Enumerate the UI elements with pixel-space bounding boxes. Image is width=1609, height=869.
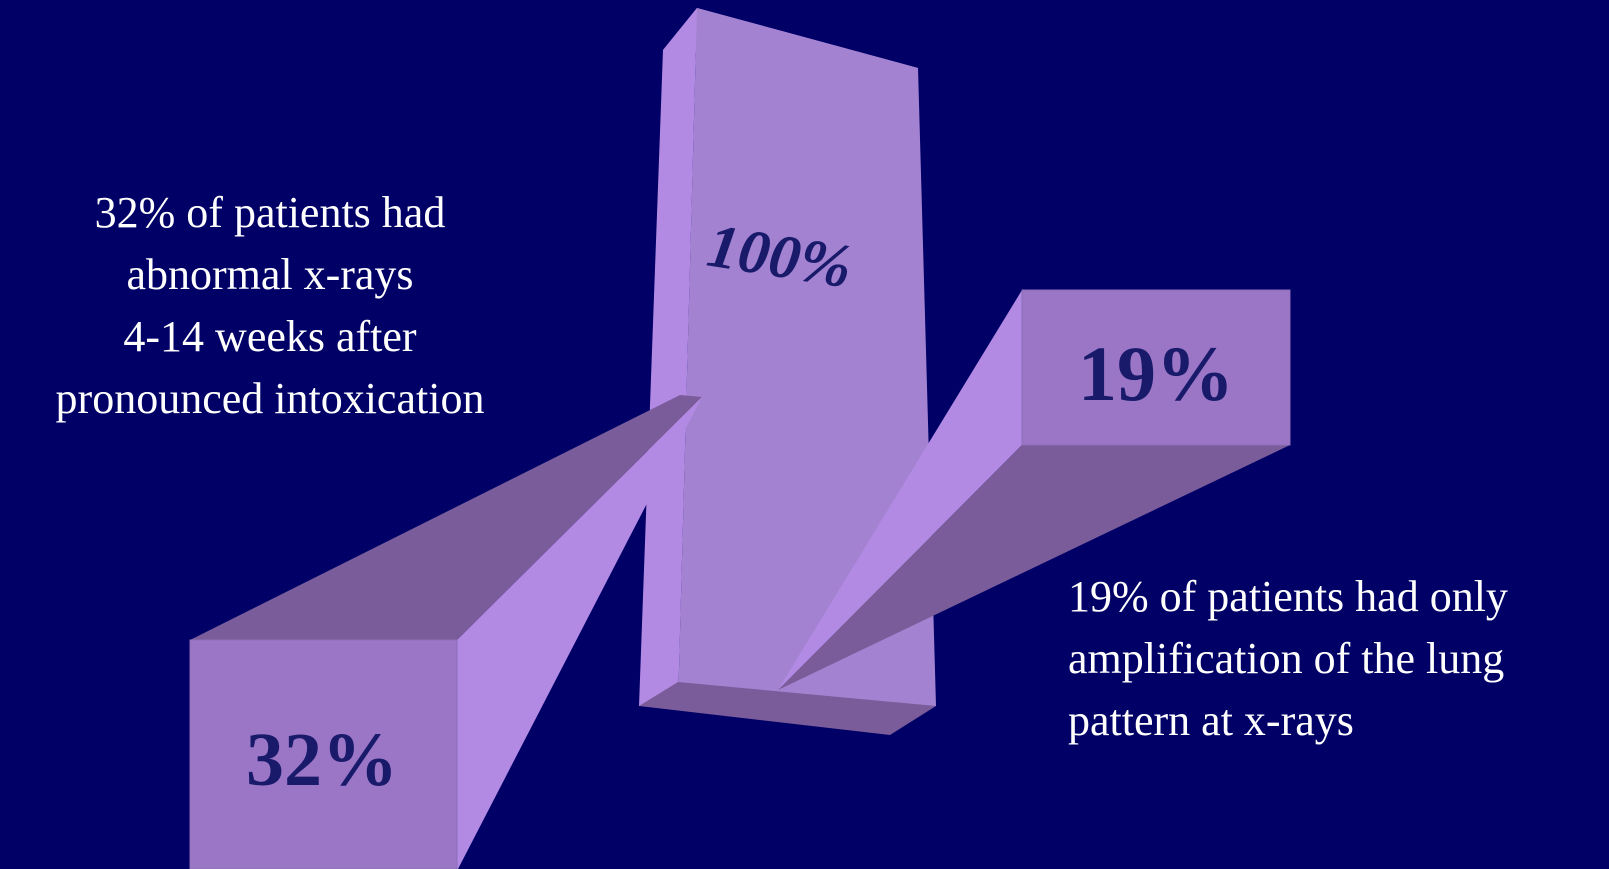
abnormal-block-label: 32% (246, 718, 398, 802)
total-column-left-face (639, 8, 697, 706)
left-caption-line: pronounced intoxication (55, 374, 485, 423)
amplification-block: 19% (778, 289, 1291, 690)
amplification-block-front-face (1021, 289, 1291, 446)
right-caption-line: 19% of patients had only (1068, 572, 1508, 621)
left-caption-line: 4-14 weeks after (123, 312, 417, 361)
left-caption-line: abnormal x-rays (126, 250, 414, 299)
amplification-block-top-face (778, 290, 1022, 690)
abnormal-block: 32% (189, 395, 702, 869)
right-caption-line: amplification of the lung (1068, 634, 1505, 683)
abnormal-block-side-face (457, 397, 702, 869)
left-caption: 32% of patients had abnormal x-rays 4-14… (0, 182, 540, 430)
total-column-bottom-face (639, 682, 936, 735)
abnormal-block-top-face (190, 395, 702, 640)
right-caption: 19% of patients had only amplification o… (1068, 566, 1609, 752)
right-caption-line: pattern at x-rays (1068, 696, 1354, 745)
amplification-block-label: 19% (1078, 330, 1234, 417)
left-caption-line: 32% of patients had (94, 188, 446, 237)
amplification-block-bottom-face (778, 445, 1290, 690)
abnormal-block-front-face (189, 639, 458, 869)
total-column: 100% (639, 8, 936, 735)
total-column-front-face (678, 8, 936, 706)
